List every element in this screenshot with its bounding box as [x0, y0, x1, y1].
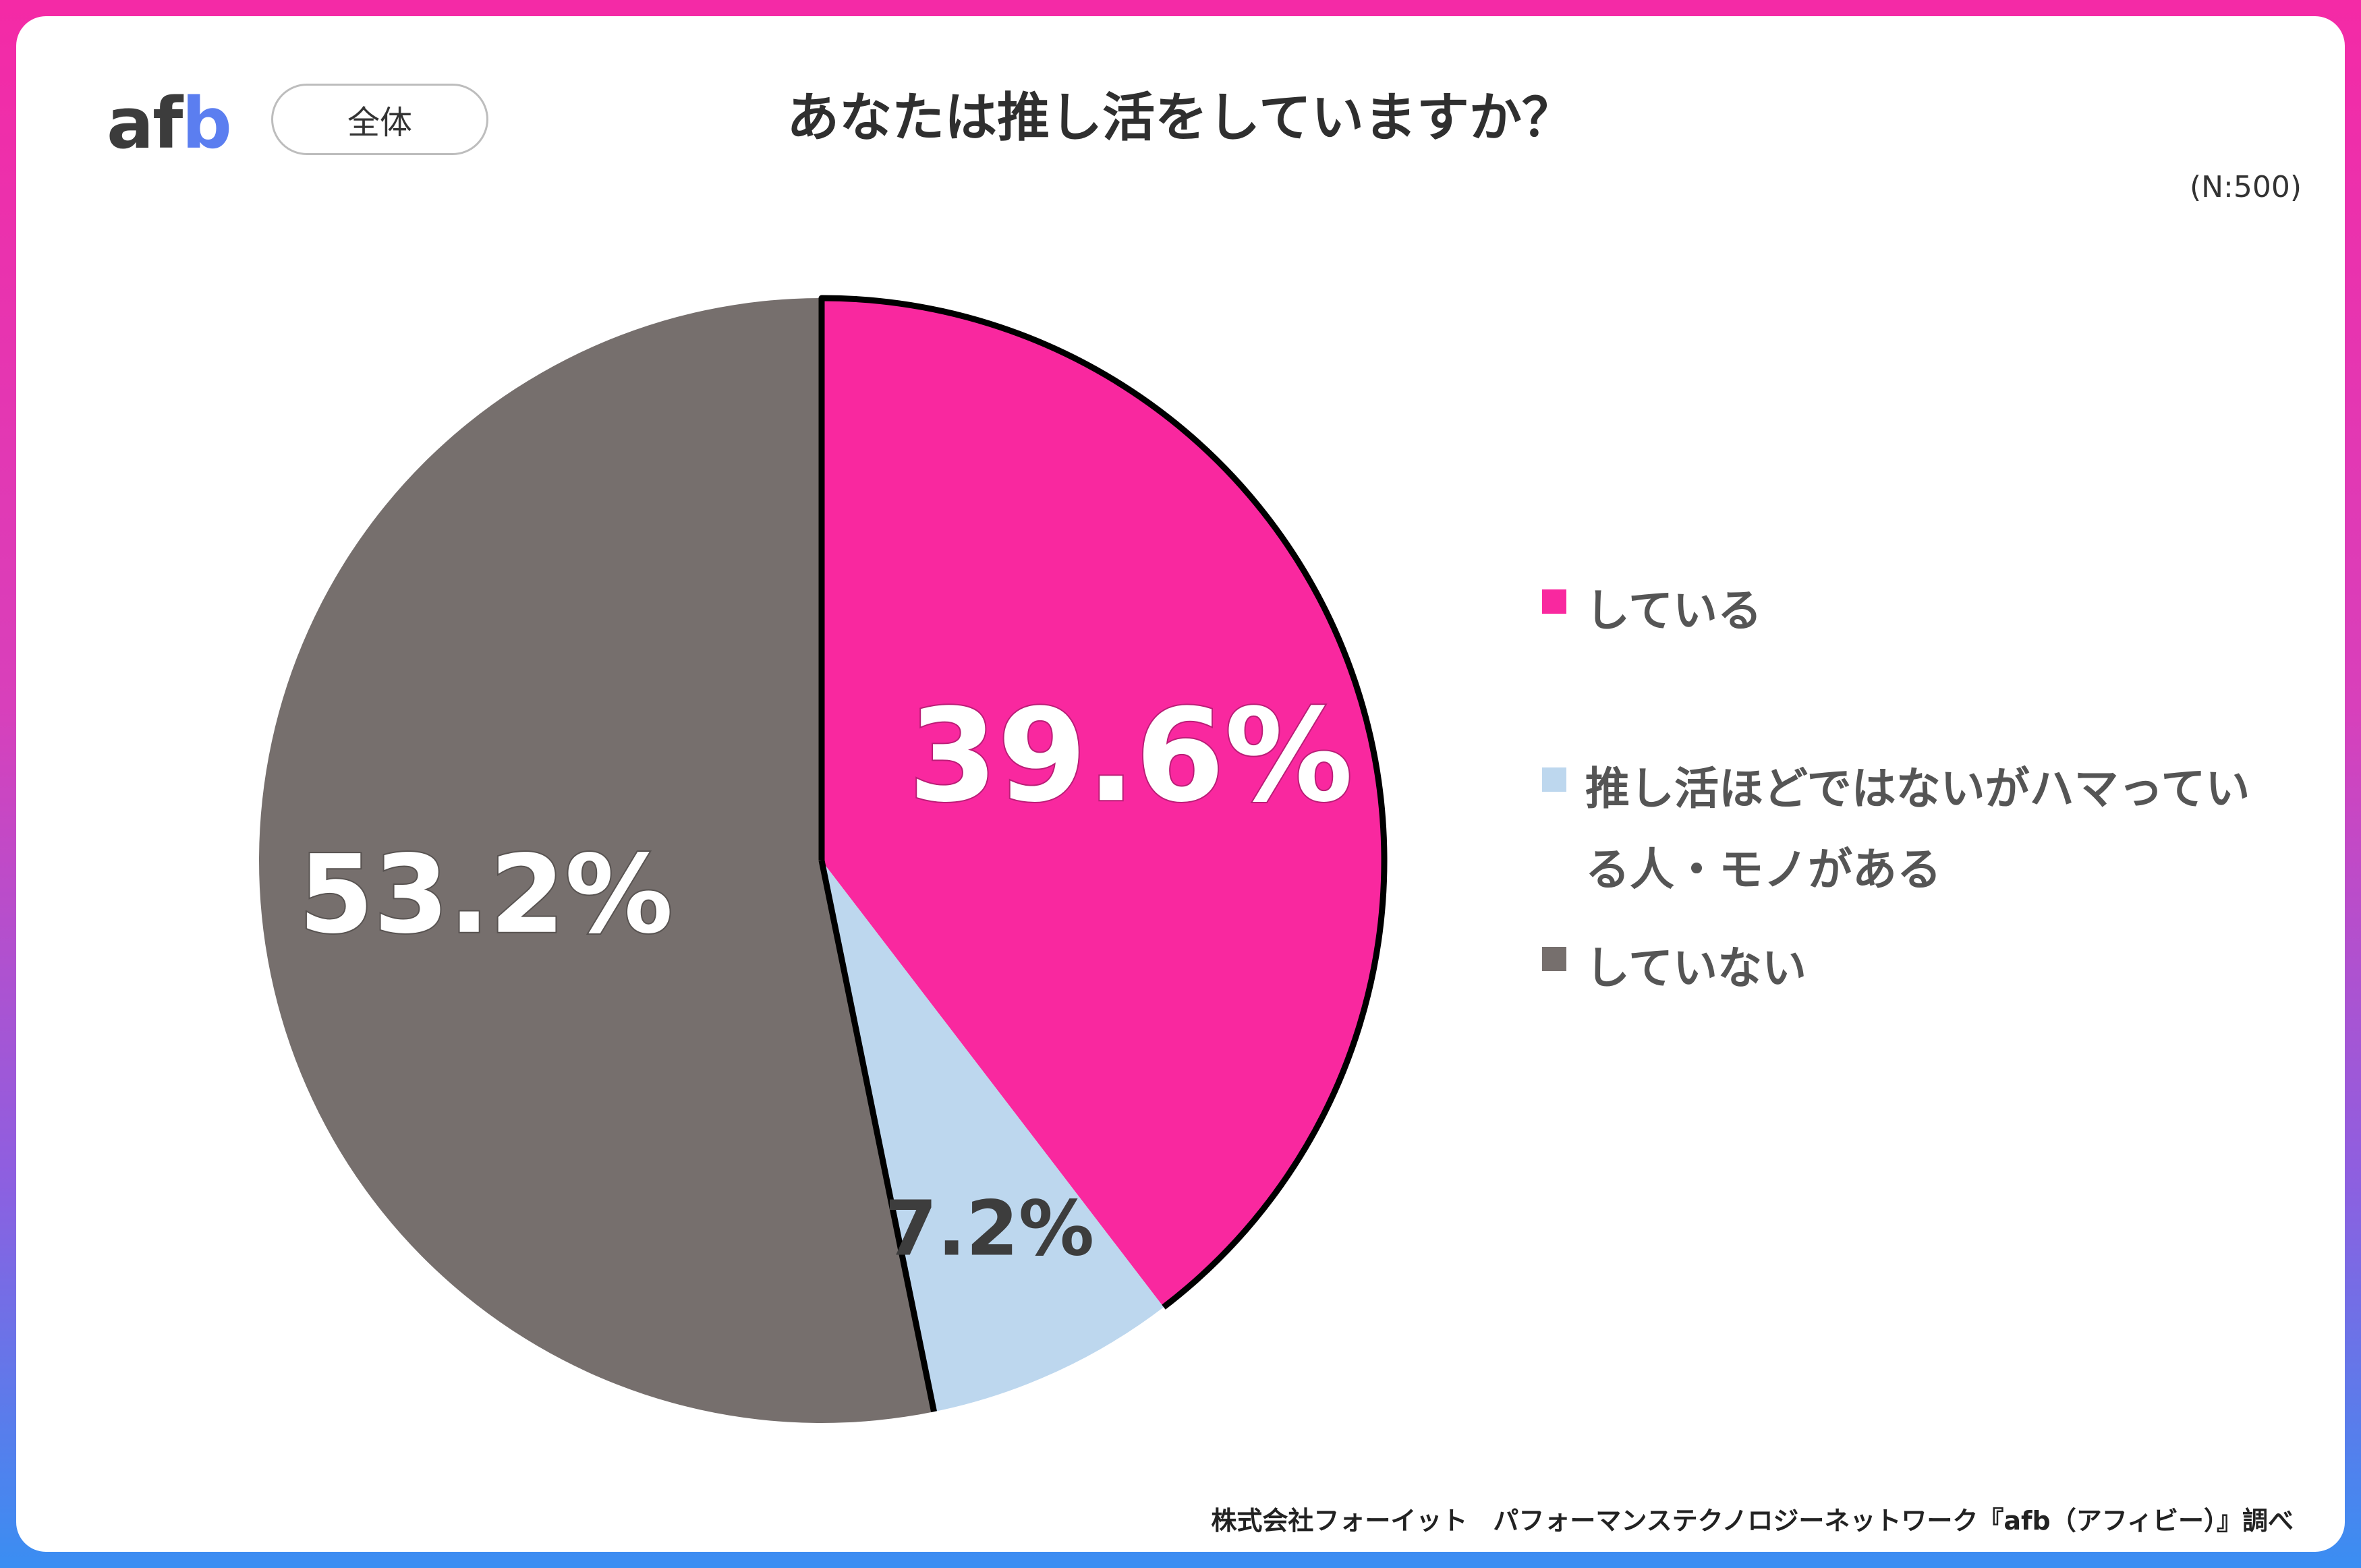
legend-label: していない	[1585, 942, 1807, 994]
pie-slice-not-doing	[259, 298, 934, 1423]
source-footnote: 株式会社フォーイット パフォーマンステクノロジーネットワーク『afb（アフィビー…	[1211, 1506, 2294, 1536]
data-label-not-doing: 53.2%	[299, 832, 673, 958]
data-label-partial: 7.2%	[885, 1186, 1095, 1273]
slice-divider-not-doing	[818, 860, 937, 1413]
legend-label: 推し活ほどではないがハマっている人・モノがある	[1585, 763, 2250, 896]
legend-swatch	[1542, 947, 1566, 971]
legend-swatch	[1542, 589, 1566, 614]
logo-b-text: b	[181, 82, 231, 165]
afb-logo: afb	[107, 86, 232, 161]
slice-outline-doing	[818, 295, 1388, 1310]
pie-slice-doing	[822, 298, 1384, 1308]
legend-item-partial: 推し活ほどではないがハマっている人・モノがある	[1542, 749, 2287, 910]
sample-size-label: (N:500)	[2189, 170, 2302, 204]
chart-panel: afb 全体 あなたは推し活をしていますか？ (N:500) 39.6% 7.2%…	[16, 16, 2345, 1552]
segment-badge: 全体	[271, 84, 488, 155]
legend-item-doing: している	[1542, 571, 1762, 651]
data-label-doing: 39.6%	[909, 681, 1353, 830]
legend-swatch	[1542, 767, 1566, 792]
pie-chart: 39.6% 7.2% 53.2%	[259, 295, 1388, 1423]
chart-title: あなたは推し活をしていますか？	[787, 88, 1574, 148]
legend-label: している	[1585, 585, 1763, 637]
legend-item-not-doing: していない	[1542, 928, 1807, 1009]
logo-af-text: af	[107, 82, 183, 165]
